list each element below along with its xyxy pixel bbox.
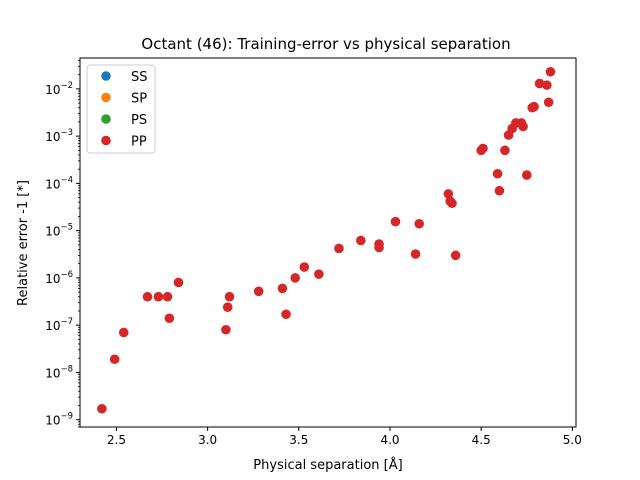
data-point-pp: [447, 198, 457, 209]
legend-label: SS: [131, 70, 148, 85]
legend-marker: [101, 114, 111, 124]
data-point-pp: [253, 286, 264, 297]
data-point-pp: [478, 143, 488, 154]
data-point-pp: [494, 185, 505, 196]
data-point-pp: [534, 78, 545, 89]
data-point-pp: [173, 277, 184, 288]
y-axis-label: Relative error -1 [*]: [16, 180, 31, 306]
y-tick-label: 10−9: [45, 412, 73, 428]
data-point-pp: [164, 313, 175, 324]
data-point-pp: [518, 121, 528, 132]
data-point-pp: [118, 327, 129, 338]
data-point-pp: [542, 80, 552, 90]
x-tick-label: 3.5: [289, 433, 308, 447]
legend-box: [86, 64, 156, 154]
legend: SS SP PS PP: [86, 64, 156, 154]
y-tick-label: 10−8: [45, 364, 73, 380]
legend-label: PS: [131, 113, 147, 128]
data-point-pp: [224, 291, 235, 302]
data-point-pp: [450, 250, 461, 261]
legend-marker: [101, 92, 111, 103]
plot-area: [97, 66, 556, 414]
data-point-pp: [545, 66, 556, 77]
data-point-pp: [529, 101, 539, 112]
legend-label: SP: [131, 92, 147, 107]
y-axis: 10−9 10−8 10−7 10−6 10−5 10−4 10−3 10−2: [45, 60, 80, 428]
x-tick-label: 2.5: [107, 433, 126, 447]
legend-label: PP: [131, 135, 147, 150]
y-tick-label: 10−4: [45, 175, 73, 191]
x-tick-label: 4.5: [472, 433, 491, 447]
x-axis-label: Physical separation [Å]: [253, 457, 402, 473]
chart-title: Octant (46): Training-error vs physical …: [141, 35, 510, 53]
data-point-pp: [281, 309, 291, 320]
data-point-pp: [153, 291, 164, 302]
data-point-pp: [162, 291, 173, 302]
data-point-pp: [374, 239, 384, 249]
data-point-pp: [500, 145, 510, 156]
data-point-pp: [521, 170, 532, 180]
x-tick-label: 4.0: [380, 433, 399, 447]
legend-marker: [101, 135, 111, 146]
data-point-pp: [221, 324, 231, 335]
data-point-pp: [390, 216, 401, 227]
plot-frame: [79, 57, 577, 428]
data-point-pp: [97, 403, 107, 414]
y-tick-label: 10−2: [45, 81, 73, 97]
y-tick-label: 10−5: [45, 223, 73, 239]
data-point-pp: [299, 262, 310, 272]
data-point-pp: [443, 189, 454, 199]
legend-marker: [101, 71, 111, 81]
data-point-pp: [109, 354, 120, 365]
data-point-pp: [314, 269, 324, 279]
data-point-pp: [492, 168, 503, 179]
y-tick-label: 10−7: [45, 317, 73, 333]
data-point-pp: [543, 97, 554, 108]
y-tick-label: 10−6: [45, 270, 73, 286]
data-point-pp: [277, 283, 288, 294]
data-point-pp: [142, 291, 153, 302]
y-tick-label: 10−3: [45, 128, 73, 144]
data-point-pp: [222, 302, 233, 312]
x-axis: 2.5 3.0 3.5 4.0 4.5 5.0: [107, 427, 582, 447]
data-point-pp: [410, 249, 421, 259]
data-point-pp: [356, 235, 366, 246]
x-tick-label: 5.0: [563, 433, 582, 447]
x-tick-label: 3.0: [198, 433, 217, 447]
data-point-pp: [414, 218, 424, 229]
data-point-pp: [334, 243, 344, 254]
data-point-pp: [290, 273, 300, 283]
